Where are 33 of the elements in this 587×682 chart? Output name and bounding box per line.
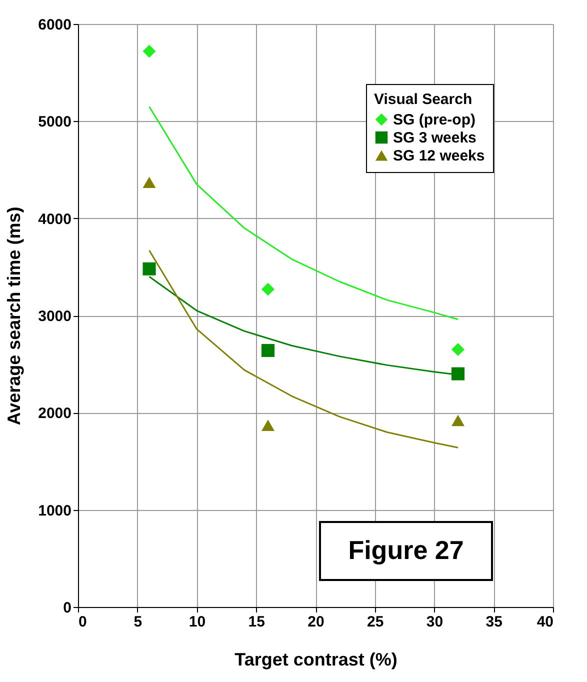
- legend-label: SG 3 weeks: [393, 130, 476, 146]
- point: [451, 342, 465, 356]
- point: [261, 282, 275, 296]
- y-tick-label: 2000: [38, 405, 72, 422]
- x-tick-label: 25: [367, 614, 384, 630]
- point: [261, 344, 275, 357]
- x-tick-label: 10: [188, 614, 206, 630]
- annotation: Figure 27: [348, 535, 464, 565]
- point: [142, 176, 156, 188]
- x-tick-label: 35: [486, 614, 502, 630]
- legend-title: Visual Search: [374, 91, 472, 108]
- point: [451, 414, 465, 426]
- y-tick-label: 1000: [38, 502, 72, 520]
- y-tick-label: 0: [63, 600, 72, 616]
- line-series: [148, 250, 459, 448]
- y-axis-title: Average search time (ms): [4, 206, 24, 426]
- y-tick-label: 5000: [38, 114, 72, 131]
- y-tick-label: 4000: [38, 210, 72, 228]
- y-tick-label: 6000: [38, 16, 72, 34]
- point: [451, 367, 465, 380]
- point: [142, 44, 156, 58]
- y-tick-label: 3000: [38, 308, 72, 325]
- x-tick-label: 20: [308, 614, 324, 630]
- point: [261, 420, 275, 431]
- x-tick-label: 5: [134, 614, 142, 630]
- x-tick-label: 0: [78, 614, 87, 630]
- x-tick-label: 30: [426, 614, 444, 630]
- point: [142, 262, 156, 276]
- legend-label: SG 12 weeks: [393, 148, 485, 164]
- x-tick-label: 15: [248, 614, 265, 630]
- legend-label: SG (pre-op): [393, 112, 476, 128]
- x-axis-title: Target contrast (%): [234, 650, 398, 670]
- x-tick-label: 40: [536, 614, 554, 630]
